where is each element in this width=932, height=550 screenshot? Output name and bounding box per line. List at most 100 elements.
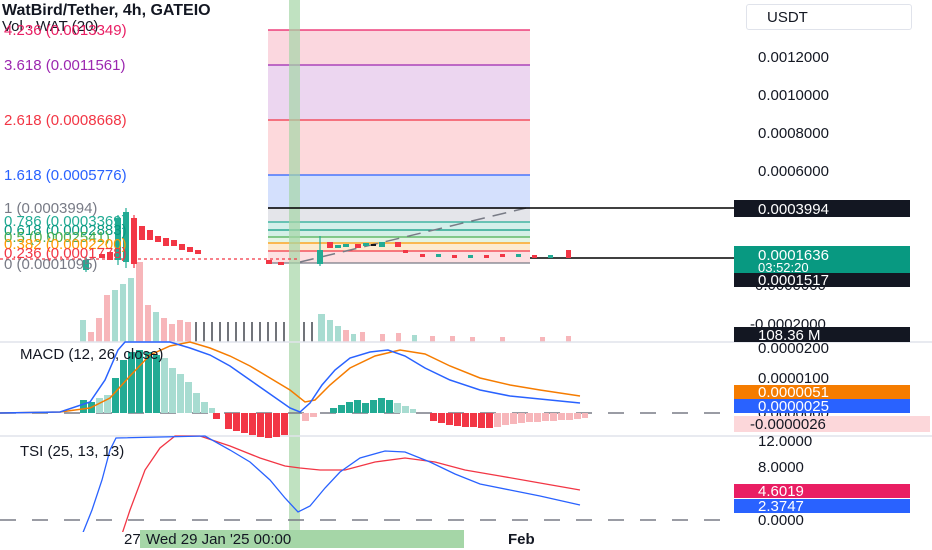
volume-bar [112,290,118,342]
volume-bar [136,262,143,342]
price-axis[interactable]: 0.0012000 0.0010000 0.0008000 0.0006000 … [750,49,829,333]
crosshair-band [289,0,300,532]
time-tick: Feb [508,531,535,548]
volume-bar [500,337,505,342]
low-price-badge: 0.0001517 [734,272,910,289]
volume-bar [128,278,134,342]
tsi-axis-tick: 12.0000 [758,433,812,450]
volume-bar [88,332,94,342]
macd-bar [430,413,437,421]
candle [155,236,161,242]
macd-bar [438,413,445,423]
fib-label: 1.618 (0.0005776) [4,167,127,184]
svg-text:0.0001636: 0.0001636 [758,247,829,264]
fib-label: 1 (0.0003994) [4,200,97,217]
candle [363,243,369,246]
macd-bar [330,408,337,413]
macd-bar [128,352,135,413]
macd-bar [410,409,416,413]
svg-text:2.3747: 2.3747 [758,498,804,515]
macd-bar [169,368,176,413]
macd-bar [534,413,541,422]
price-tick: 0.0008000 [758,125,829,142]
svg-text:-0.0000026: -0.0000026 [750,416,826,433]
candle [83,260,89,270]
macd-bar [478,413,485,428]
candle [278,262,284,265]
symbol-title: WatBird/Tether, 4h, GATEIO [2,2,211,19]
volume-badge: 108.36 M [734,327,910,344]
fib-label: 0.786 (0.0003369) [4,213,127,230]
macd-bar [302,413,309,421]
volume-legend: Vol · WAT (20) [2,18,98,35]
macd-bar [201,402,208,413]
macd-bar [566,413,573,420]
macd-bar [470,413,477,427]
macd-bar [273,413,280,437]
macd-bar [209,408,215,413]
macd-title: MACD (12, 26, close) [20,346,163,363]
tsi-axis-tick: 0.0000 [758,512,804,529]
macd-bar [582,413,588,418]
price-tick: 0.0006000 [758,163,829,180]
svg-text:0.0001517: 0.0001517 [758,272,829,289]
fib-label: 4.236 (0.0013349) [4,22,127,39]
volume-bar [185,322,191,342]
macd-bar [80,400,87,413]
macd-bar [185,382,192,413]
volume-bar [380,334,385,342]
fib-zone-1618 [268,175,530,208]
macd-bar [386,400,393,413]
macd-bar [354,400,361,413]
volume-bars [80,262,571,342]
macd-bar [161,358,168,413]
volume-bar [327,320,333,342]
candle [115,218,121,260]
candle [395,242,401,247]
fib-zone-4236 [268,30,530,65]
fib-label: 0.236 (0.0001778) [4,245,127,262]
macd-bar [510,413,517,424]
volume-ticks [195,322,313,342]
candle [500,254,505,257]
macd-bar [193,393,200,413]
volume-bar [80,320,86,342]
fib-zone-0786 [268,222,530,230]
fib-zones [268,29,530,264]
macd-bar [494,413,501,427]
macd-bar [502,413,509,425]
macd-histogram-badge: -0.0000026 [734,416,930,433]
crosshair-time-label: Wed 29 Jan '25 00:00 [146,531,291,548]
candle [179,244,185,250]
macd-bar [241,413,248,433]
tsi-signal-line [119,435,581,541]
fib-label: 0.618 (0.0002883) [4,222,127,239]
volume-bar [120,284,126,342]
candles [83,208,571,272]
volume-bar [177,320,183,342]
macd-bar [542,413,549,421]
macd-bar [96,398,103,413]
macd-bar [518,413,525,423]
candle [187,247,193,252]
candle [266,260,272,264]
tsi-line-badge: 2.3747 [734,498,910,515]
macd-bar [526,413,533,422]
macd-bar [346,402,353,413]
candle [420,254,425,257]
candle [99,254,105,258]
macd-bar [233,413,240,431]
svg-text:108.36 M: 108.36 M [758,327,821,344]
currency-select-button[interactable]: USDT [746,4,912,30]
candle [317,250,323,264]
price-tick: 0.0010000 [758,87,829,104]
macd-bar [265,413,272,438]
fib-label: 0.5 (0.0002541) [4,229,110,246]
macd-bar [550,413,557,421]
macd-line [0,341,581,414]
macd-bar [574,413,581,419]
fib-zone-05 [268,237,530,243]
macd-signal-badge: 0.0000051 [734,384,910,401]
fib-zone-3618 [268,65,530,120]
